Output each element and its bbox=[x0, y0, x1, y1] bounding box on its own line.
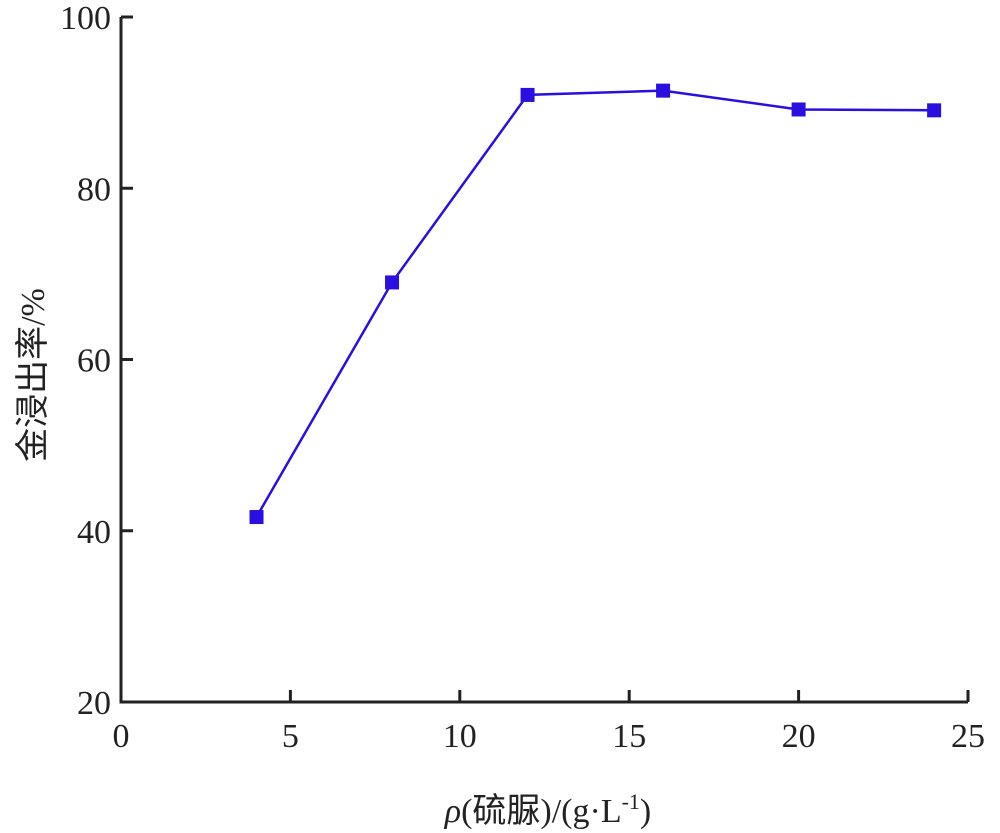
x-tick-label: 5 bbox=[282, 718, 299, 755]
data-point bbox=[249, 510, 264, 525]
x-tick-label: 25 bbox=[951, 718, 985, 755]
data-point bbox=[791, 102, 806, 117]
data-point bbox=[520, 87, 535, 102]
data-point bbox=[656, 83, 671, 98]
y-tick-label: 80 bbox=[77, 171, 111, 208]
y-tick-label: 20 bbox=[77, 685, 111, 722]
y-tick-label: 40 bbox=[77, 514, 111, 551]
series-layer bbox=[249, 83, 942, 525]
y-tick-label: 60 bbox=[77, 343, 111, 380]
x-tick-label: 20 bbox=[782, 718, 816, 755]
x-tick-label: 0 bbox=[113, 718, 130, 755]
series-line bbox=[255, 89, 935, 518]
y-ticks: 20 40 60 80 100 bbox=[60, 0, 133, 722]
axes bbox=[119, 17, 968, 704]
y-axis-title: 金浸出率/% bbox=[14, 288, 52, 462]
data-point bbox=[385, 275, 400, 290]
x-axis-title-close: ) bbox=[640, 793, 651, 830]
x-ticks: 0 5 10 15 20 25 bbox=[113, 690, 985, 755]
x-tick-label: 10 bbox=[443, 718, 477, 755]
x-axis-title-sup: -1 bbox=[622, 789, 640, 814]
x-tick-label: 15 bbox=[612, 718, 646, 755]
x-axis-title: ρ(硫脲)/(g·L-1) bbox=[444, 789, 652, 830]
data-point bbox=[927, 103, 942, 118]
x-axis-title-rho: ρ bbox=[444, 793, 461, 830]
y-tick-label: 100 bbox=[60, 0, 111, 37]
x-axis-title-main: (硫脲)/(g·L bbox=[461, 792, 622, 830]
